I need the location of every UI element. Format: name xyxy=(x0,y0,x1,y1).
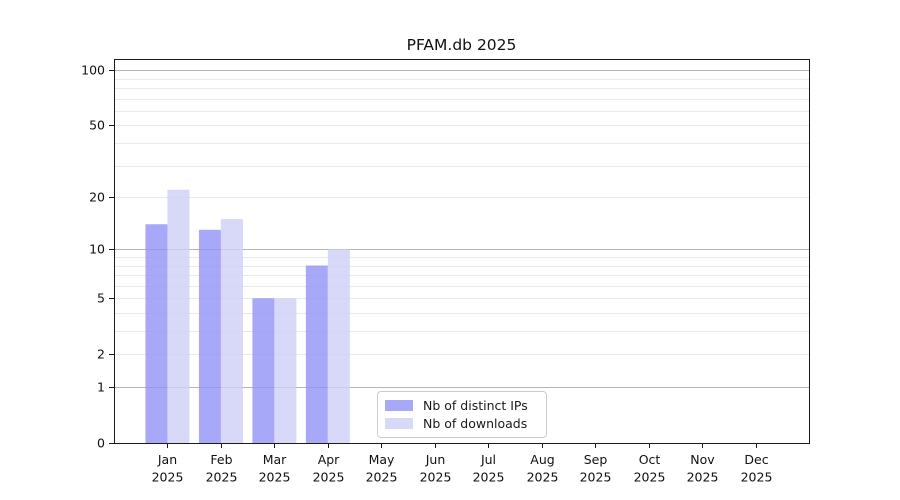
bar-jan-s1 xyxy=(167,189,190,443)
x-tick-label: Feb 2025 xyxy=(206,452,238,485)
x-tick-label: Dec 2025 xyxy=(741,452,773,485)
x-tick-label: Mar 2025 xyxy=(259,452,291,485)
y-tick-label: 1 xyxy=(97,380,105,395)
x-tick-label: Jan 2025 xyxy=(152,452,184,485)
y-tick-label: 2 xyxy=(97,347,105,362)
x-tick-label: Apr 2025 xyxy=(313,452,345,485)
legend-item-downloads: Nb of downloads xyxy=(385,416,537,431)
bar-apr-s0 xyxy=(305,265,328,443)
y-tick-label: 0 xyxy=(97,436,105,451)
y-tick-label: 50 xyxy=(89,118,105,133)
x-tick-label: Nov 2025 xyxy=(687,452,719,485)
y-tick-label: 20 xyxy=(89,190,105,205)
legend: Nb of distinct IPs Nb of downloads xyxy=(377,391,547,438)
x-tick-label: Sep 2025 xyxy=(580,452,612,485)
legend-label: Nb of distinct IPs xyxy=(423,398,528,413)
bar-mar-s1 xyxy=(274,298,297,443)
y-tick-label: 10 xyxy=(89,242,105,257)
chart-title: PFAM.db 2025 xyxy=(406,36,517,54)
x-tick-label: Oct 2025 xyxy=(634,452,666,485)
bar-feb-s0 xyxy=(198,229,221,443)
x-tick-label: May 2025 xyxy=(366,452,398,485)
x-tick-label: Aug 2025 xyxy=(527,452,559,485)
legend-swatch-distinct-ips xyxy=(385,400,413,411)
bar-apr-s1 xyxy=(327,249,350,443)
bar-mar-s0 xyxy=(252,298,275,443)
x-tick-label: Jun 2025 xyxy=(420,452,452,485)
y-tick-label: 100 xyxy=(81,63,105,78)
legend-swatch-downloads xyxy=(385,418,413,429)
bar-feb-s1 xyxy=(220,219,243,443)
plot-border xyxy=(114,59,810,444)
bar-jan-s0 xyxy=(145,224,168,443)
y-tick-label: 5 xyxy=(97,291,105,306)
legend-item-distinct-ips: Nb of distinct IPs xyxy=(385,398,537,413)
legend-label: Nb of downloads xyxy=(423,416,528,431)
x-tick-label: Jul 2025 xyxy=(473,452,505,485)
